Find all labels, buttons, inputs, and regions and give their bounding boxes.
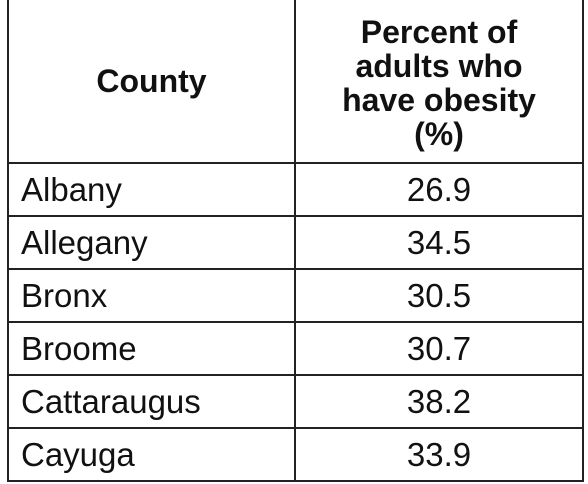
percent-header-line: have obesity: [342, 82, 536, 118]
table-row: Cayuga 33.9: [7, 427, 584, 482]
obesity-value-cell: 34.5: [294, 215, 584, 270]
table-header-row: County Percent of adults who have obesit…: [7, 0, 584, 164]
obesity-value-cell: 38.2: [294, 374, 584, 429]
obesity-value-cell: 26.9: [294, 162, 584, 217]
county-cell: Cayuga: [7, 427, 296, 482]
obesity-value-cell: 30.7: [294, 321, 584, 376]
obesity-value-cell: 33.9: [294, 427, 584, 482]
county-cell: Broome: [7, 321, 296, 376]
percent-header-line: (%): [414, 116, 464, 152]
county-cell: Cattaraugus: [7, 374, 296, 429]
table-row: Bronx 30.5: [7, 268, 584, 323]
county-cell: Allegany: [7, 215, 296, 270]
obesity-table: County Percent of adults who have obesit…: [7, 0, 584, 482]
percent-header-line: Percent of: [360, 14, 518, 50]
percent-header-line: adults who: [355, 48, 523, 84]
table-row: Broome 30.7: [7, 321, 584, 376]
county-column-header: County: [7, 0, 296, 164]
county-cell: Albany: [7, 162, 296, 217]
table-row: Allegany 34.5: [7, 215, 584, 270]
table-row: Cattaraugus 38.2: [7, 374, 584, 429]
percent-column-header: Percent of adults who have obesity (%): [294, 0, 584, 164]
county-cell: Bronx: [7, 268, 296, 323]
table-row: Albany 26.9: [7, 162, 584, 217]
obesity-value-cell: 30.5: [294, 268, 584, 323]
